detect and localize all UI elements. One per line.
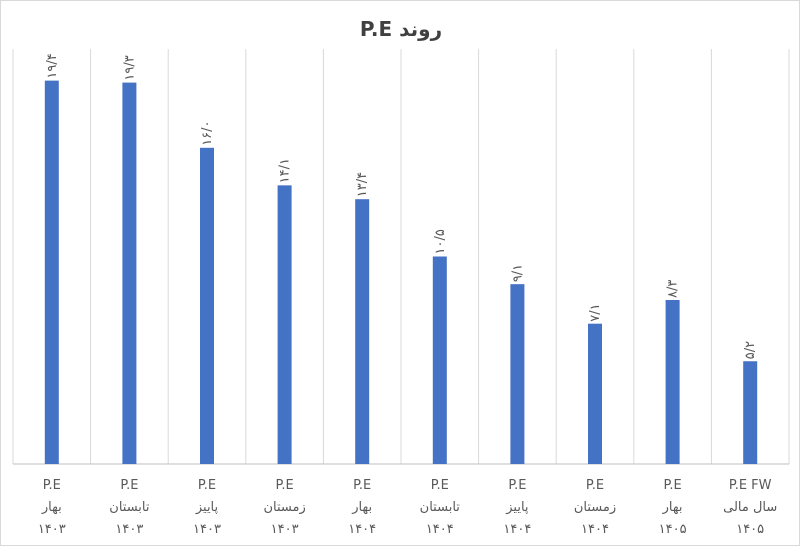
x-tick-label: زمستان <box>263 500 305 515</box>
data-label: ۷/۱ <box>588 303 603 321</box>
bar <box>355 199 370 464</box>
bar <box>200 147 214 465</box>
data-label: ۹/۱ <box>510 264 525 282</box>
x-tick-label: ۱۴۰۴ <box>503 522 531 537</box>
x-tick-label: P.E <box>431 478 449 493</box>
x-tick-label: بهار <box>351 500 372 515</box>
bar <box>122 82 137 464</box>
x-tick-label: بهار <box>41 500 62 515</box>
bar <box>510 284 525 464</box>
data-label: ۸/۳ <box>666 280 681 298</box>
bar <box>588 323 602 464</box>
x-tick-label: سال مالی <box>723 500 777 515</box>
x-tick-label: P.E <box>120 478 138 493</box>
x-tick-label: تابستان <box>109 500 150 515</box>
data-label: ۱۴/۱ <box>278 158 293 183</box>
data-label: ۱۹/۳ <box>122 55 137 80</box>
x-tick-label: P.E <box>353 478 371 493</box>
bar <box>44 80 59 464</box>
x-tick-label: P.E <box>276 478 294 493</box>
bar <box>432 256 447 464</box>
data-label: ۱۶/۰ <box>200 120 215 145</box>
x-tick-label: پاییز <box>505 500 529 515</box>
x-tick-label: P.E FW <box>729 478 772 493</box>
chart-title: روند P.E <box>359 17 443 41</box>
data-label: ۱۰/۵ <box>433 229 448 254</box>
x-tick-label: ۱۴۰۳ <box>193 522 221 537</box>
data-label: ۱۹/۴ <box>45 53 60 78</box>
x-tick-label: P.E <box>586 478 604 493</box>
x-tick-label: ۱۴۰۳ <box>115 522 143 537</box>
x-tick-label: P.E <box>508 478 526 493</box>
x-tick-label: ۱۴۰۴ <box>581 522 609 537</box>
x-tick-label: ۱۴۰۳ <box>38 522 66 537</box>
x-tick-label: تابستان <box>420 500 461 515</box>
x-tick-label: ۱۴۰۵ <box>659 522 687 537</box>
x-tick-label: ۱۴۰۵ <box>736 522 764 537</box>
data-label: ۱۳/۴ <box>355 172 370 197</box>
x-tick-label: ۱۴۰۳ <box>271 522 299 537</box>
x-tick-label: پاییز <box>195 500 219 515</box>
data-label: ۵/۲ <box>743 341 758 359</box>
x-tick-label: بهار <box>662 500 683 515</box>
bar <box>743 361 758 464</box>
x-tick-label: ۱۴۰۴ <box>348 522 376 537</box>
x-tick-label: ۱۴۰۴ <box>426 522 454 537</box>
x-tick-label: P.E <box>43 478 61 493</box>
x-tick-label: P.E <box>198 478 216 493</box>
x-tick-label: P.E <box>664 478 682 493</box>
x-tick-label: زمستان <box>574 500 616 515</box>
bar <box>277 185 292 464</box>
bar <box>665 299 680 464</box>
